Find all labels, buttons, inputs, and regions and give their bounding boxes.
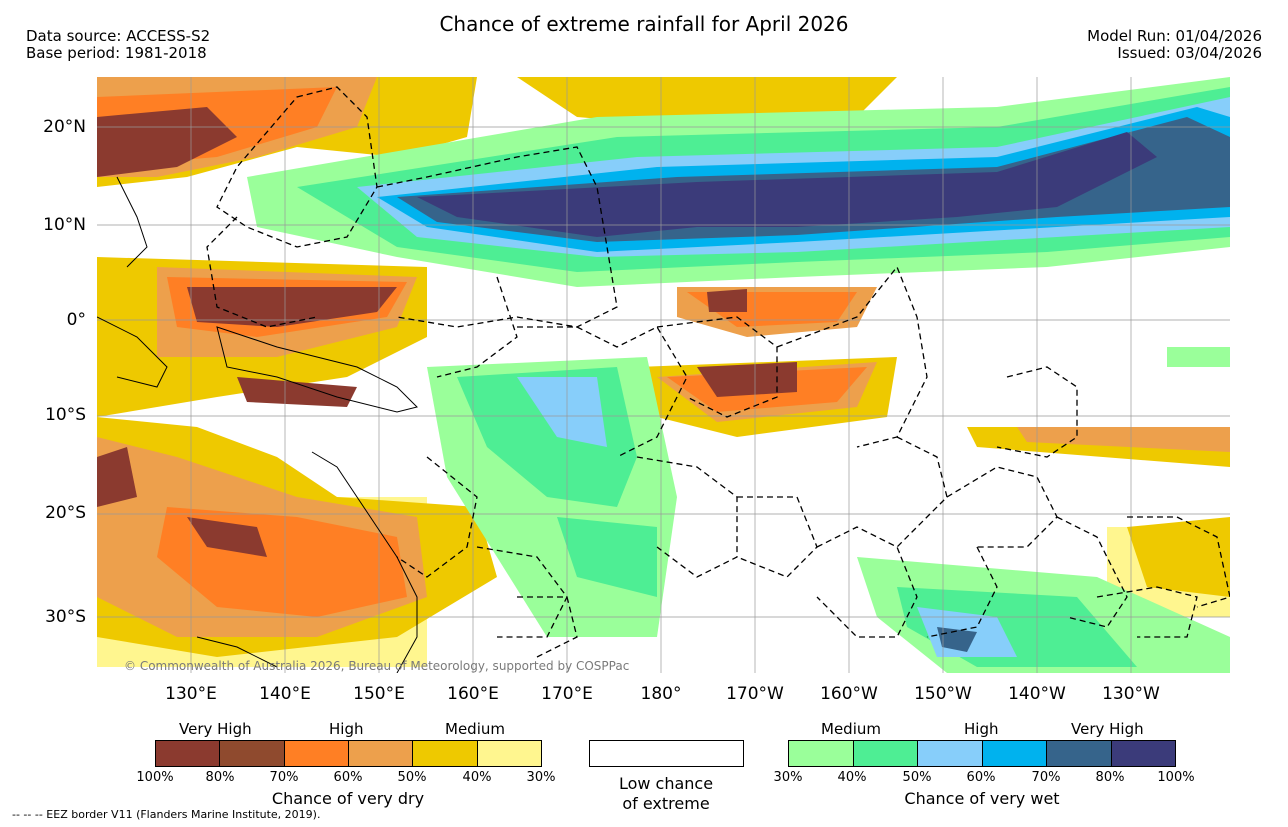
dry-tick: 70%	[269, 770, 299, 785]
map-canvas	[97, 77, 1230, 673]
lon-label-130e: 130°E	[165, 684, 217, 704]
low-chance-label-line1: Low chance	[618, 774, 714, 793]
lat-label-20s: 20°S	[45, 503, 86, 523]
wet-tick: 70%	[1031, 770, 1061, 785]
wet-category-very-high: Very High	[1071, 720, 1144, 738]
lon-label-140e: 140°E	[259, 684, 311, 704]
wet-tick: 80%	[1095, 770, 1125, 785]
lon-label-160w: 160°W	[820, 684, 878, 704]
dry-swatch-5	[413, 741, 478, 766]
dry-swatch-2	[220, 741, 285, 766]
lon-label-150e: 150°E	[353, 684, 405, 704]
wet-tick: 40%	[837, 770, 867, 785]
copyright-note: © Commonwealth of Australia 2026, Bureau…	[124, 659, 630, 673]
model-run: Model Run: 01/04/2026	[1087, 27, 1262, 45]
rainfall-map	[97, 77, 1230, 673]
lat-label-30s: 30°S	[45, 607, 86, 627]
dry-tick: 60%	[333, 770, 363, 785]
wet-colorbar	[788, 740, 1176, 767]
base-period: Base period: 1981-2018	[26, 44, 207, 62]
low-chance-swatch	[589, 740, 744, 767]
dry-category-high: High	[329, 720, 364, 738]
wet-swatch-6	[1111, 741, 1175, 766]
lon-label-130w: 130°W	[1102, 684, 1160, 704]
eez-note: -- -- -- EEZ border V11 (Flanders Marine…	[12, 808, 321, 821]
dry-tick: 80%	[205, 770, 235, 785]
coastlines	[97, 176, 418, 673]
eez-borders	[206, 86, 1230, 658]
wet-extreme-regions	[417, 132, 1157, 237]
dry-legend-label: Chance of very dry	[271, 789, 425, 808]
lon-label-140w: 140°W	[1008, 684, 1066, 704]
wet-tick: 100%	[1157, 770, 1195, 785]
wet-swatch-2	[853, 741, 918, 766]
dry-category-very-high: Very High	[179, 720, 252, 738]
lon-label-180: 180°	[640, 684, 682, 704]
wet-tick: 50%	[902, 770, 932, 785]
wet-legend-label: Chance of very wet	[904, 789, 1060, 808]
lon-label-150w: 150°W	[914, 684, 972, 704]
dry-swatch-3	[284, 741, 349, 766]
wet-swatch-4	[982, 741, 1047, 766]
issued-date: Issued: 03/04/2026	[1117, 44, 1262, 62]
map-grid	[97, 77, 1230, 673]
dry-swatch-1	[156, 741, 221, 766]
dry-tick: 100%	[136, 770, 174, 785]
lon-label-170e: 170°E	[541, 684, 593, 704]
dry-swatch-4	[348, 741, 414, 766]
dry-category-medium: Medium	[445, 720, 505, 738]
dry-extreme-regions	[97, 107, 797, 557]
lat-label-10s: 10°S	[45, 405, 86, 425]
wet-category-high: High	[964, 720, 999, 738]
data-source: Data source: ACCESS-S2	[26, 27, 211, 45]
wet-swatch-3	[918, 741, 983, 766]
dry-tick: 40%	[462, 770, 492, 785]
page-title: Chance of extreme rainfall for April 202…	[439, 12, 849, 36]
wet-category-medium: Medium	[821, 720, 881, 738]
dry-tick: 30%	[526, 770, 556, 785]
wet-tick: 30%	[773, 770, 803, 785]
dry-swatch-6	[477, 741, 541, 766]
lat-label-20n: 20°N	[43, 117, 86, 137]
dry-colorbar	[155, 740, 542, 767]
wet-swatch-1	[789, 741, 854, 766]
lon-label-170w: 170°W	[726, 684, 784, 704]
dry-tick: 50%	[397, 770, 427, 785]
low-chance-label-line2: of extreme	[622, 794, 710, 813]
lat-label-0: 0°	[66, 310, 86, 330]
wet-tick: 60%	[966, 770, 996, 785]
lon-label-160e: 160°E	[447, 684, 499, 704]
lat-label-10n: 10°N	[43, 215, 86, 235]
wet-swatch-5	[1047, 741, 1112, 766]
